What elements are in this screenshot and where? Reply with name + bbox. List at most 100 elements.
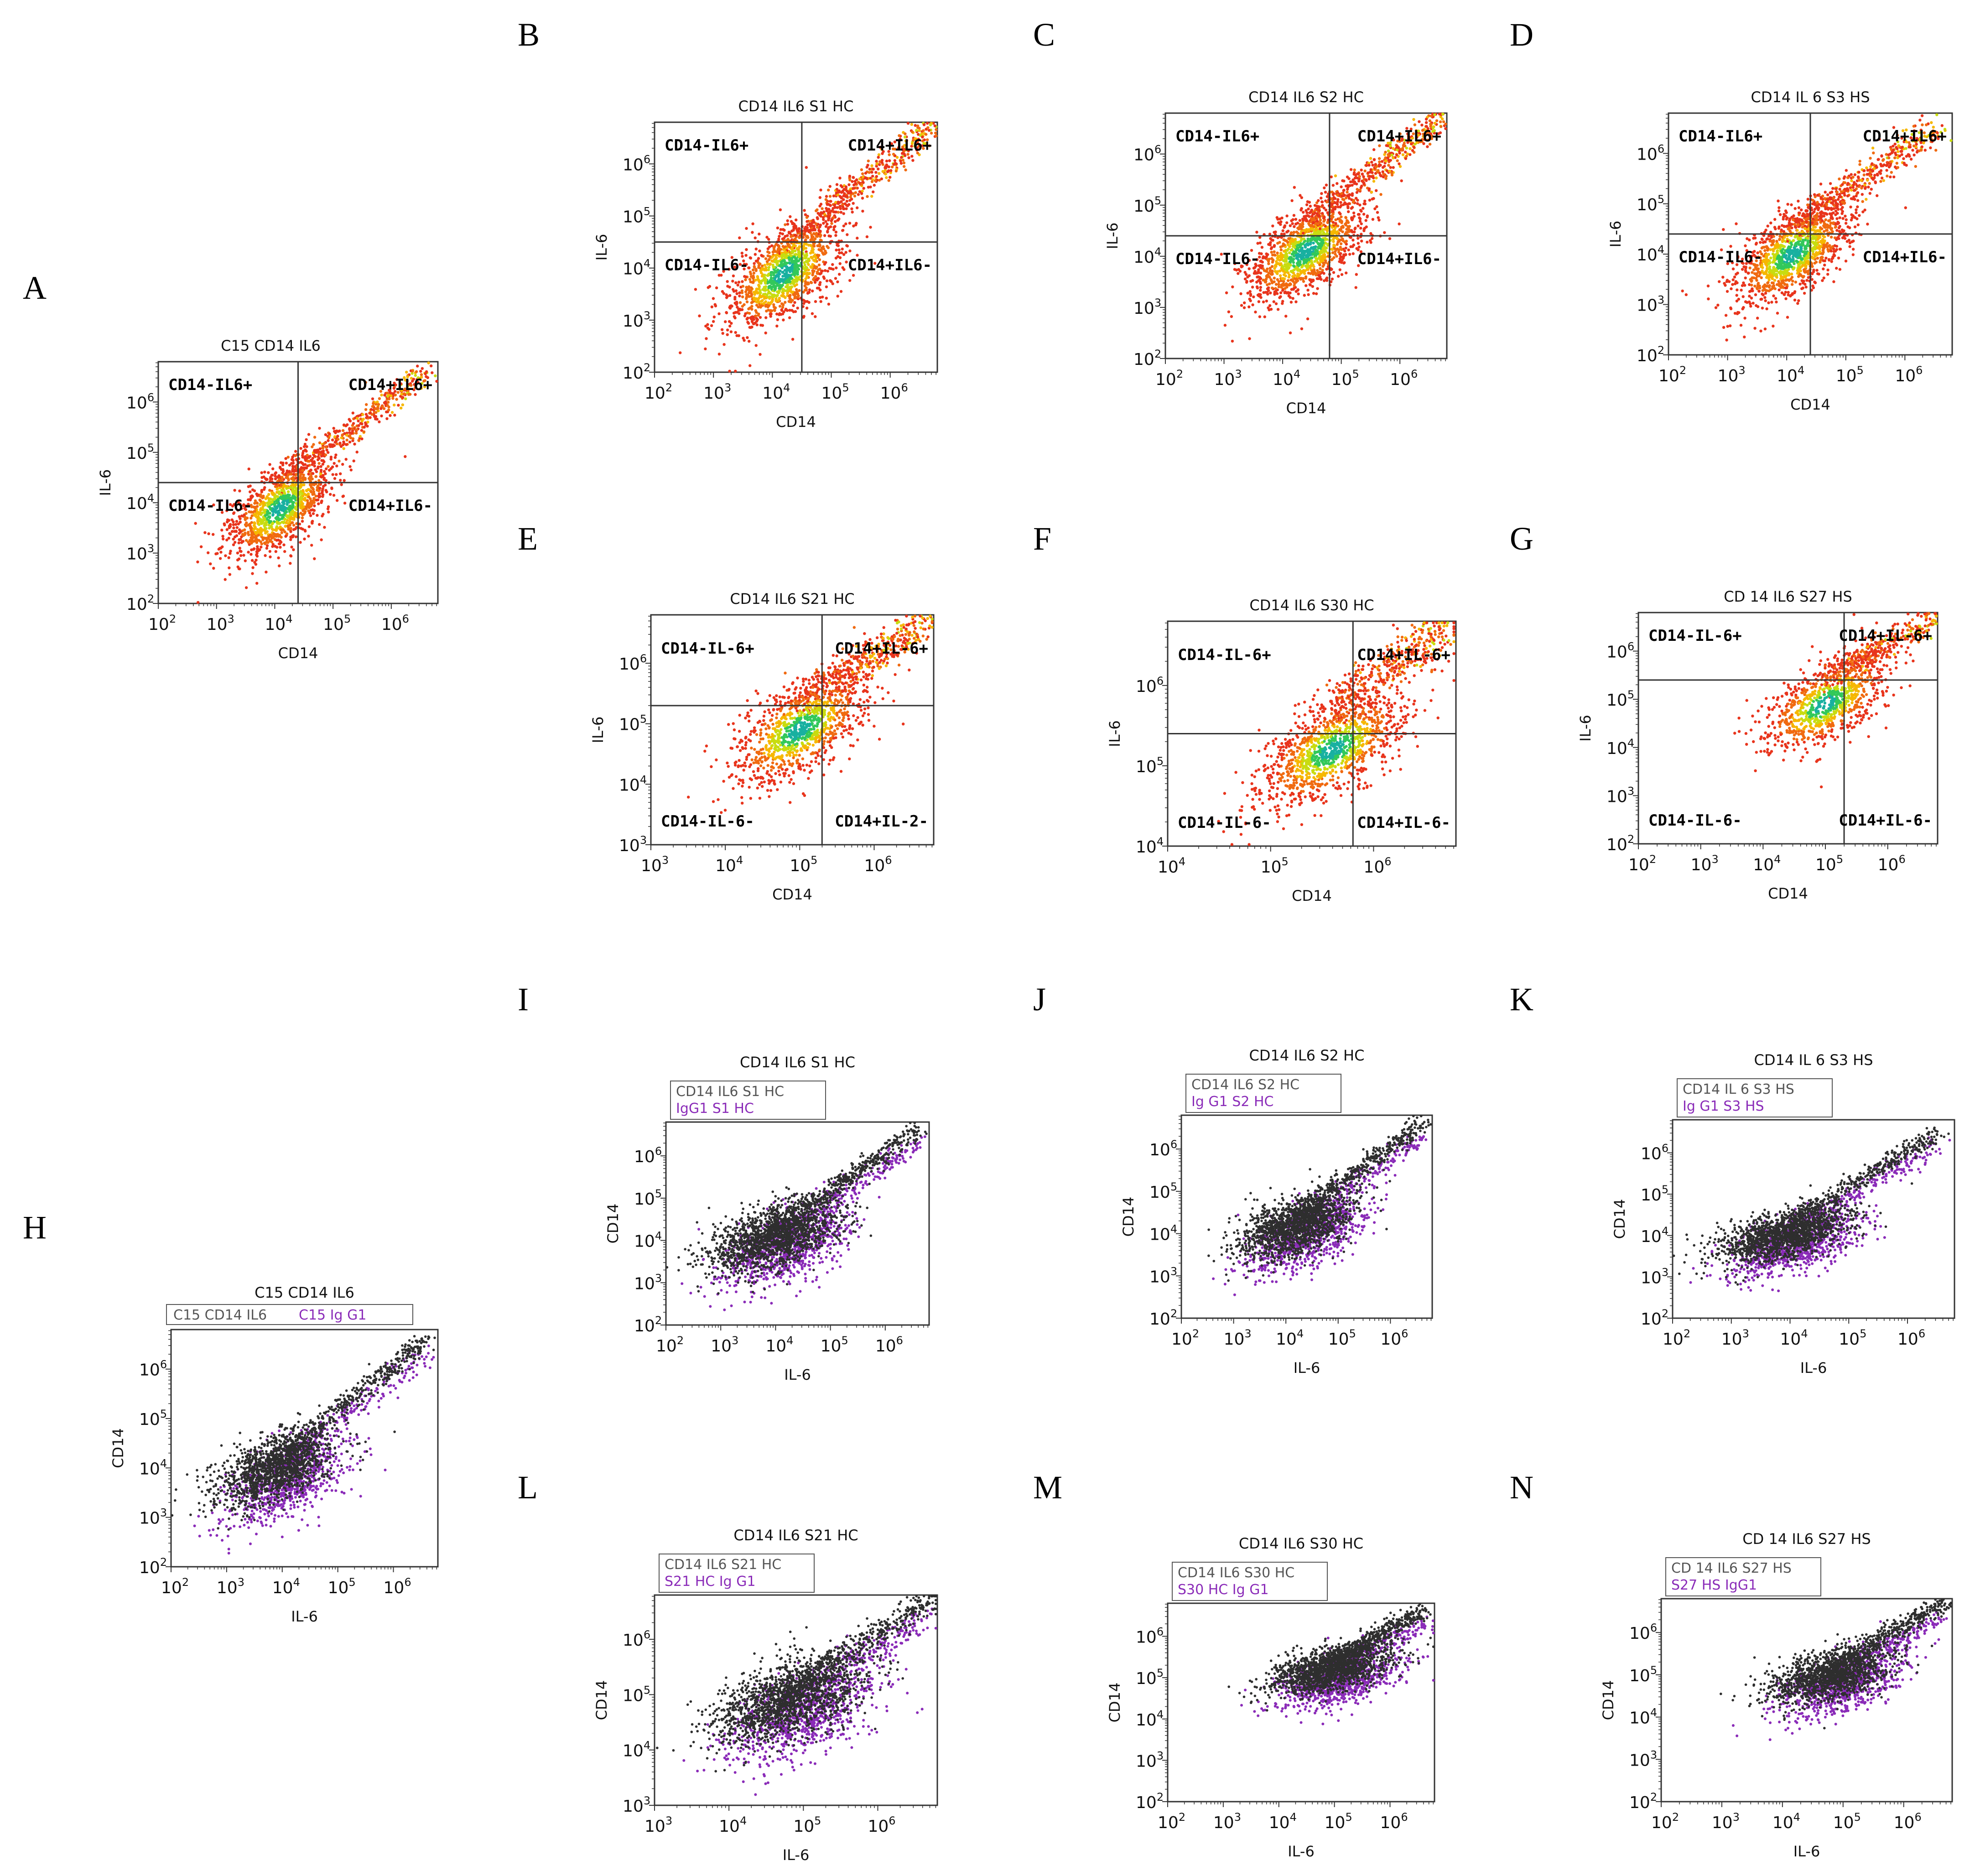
data-point [738, 291, 741, 295]
data-point [1285, 221, 1289, 224]
data-point [746, 336, 749, 339]
data-point [861, 209, 864, 213]
data-point [355, 428, 359, 431]
data-point [741, 280, 744, 283]
data-point [710, 324, 713, 327]
data-point [785, 267, 789, 271]
data-point [1392, 156, 1395, 160]
data-point [279, 513, 282, 517]
data-point [310, 544, 313, 547]
data-point [227, 536, 230, 540]
data-point [1304, 217, 1307, 220]
data-point [390, 411, 394, 414]
data-point [260, 511, 264, 514]
data-point [763, 264, 766, 267]
data-point [796, 296, 800, 299]
data-point [773, 245, 776, 248]
data-point [929, 123, 932, 126]
data-point [254, 530, 257, 534]
data-point [822, 277, 826, 280]
data-point [234, 530, 238, 533]
data-point [810, 237, 814, 240]
data-point [357, 424, 360, 427]
data-point [331, 473, 334, 476]
data-point [305, 438, 308, 442]
data-point [1243, 277, 1247, 281]
data-point [259, 495, 262, 498]
data-point [1341, 226, 1345, 229]
data-point [825, 296, 828, 300]
data-point [1316, 269, 1319, 272]
data-point [792, 260, 795, 263]
data-point [811, 229, 814, 232]
data-point [305, 450, 308, 453]
data-point [810, 244, 813, 247]
data-point [872, 167, 875, 171]
data-point [846, 233, 849, 236]
data-point [268, 550, 271, 553]
data-point [749, 272, 753, 275]
data-point [1279, 248, 1283, 251]
data-point [902, 161, 906, 165]
data-point [834, 234, 837, 237]
data-point [387, 408, 390, 411]
data-point [312, 483, 316, 487]
data-point [1320, 197, 1323, 200]
data-point [1352, 214, 1356, 218]
data-point [803, 263, 806, 267]
data-point [311, 472, 315, 475]
data-point [1306, 288, 1310, 292]
data-point [1388, 159, 1391, 162]
data-point [752, 276, 755, 279]
data-point [841, 266, 844, 269]
data-point [1395, 153, 1398, 156]
data-point [838, 204, 842, 208]
data-point [279, 506, 282, 509]
data-point [1289, 296, 1292, 299]
data-point [1341, 194, 1344, 198]
data-point [1336, 182, 1339, 185]
data-point [764, 305, 767, 308]
data-point [1285, 286, 1289, 289]
data-point [256, 493, 260, 497]
data-point [1307, 293, 1310, 296]
data-point [902, 165, 906, 168]
data-point [304, 455, 307, 458]
data-point [925, 133, 928, 136]
data-point [1383, 153, 1386, 156]
data-point [926, 122, 929, 125]
data-point [312, 512, 315, 515]
data-point [1373, 207, 1377, 210]
data-point [1278, 217, 1282, 221]
data-point [209, 562, 212, 566]
data-point [308, 511, 312, 514]
data-point [787, 243, 790, 246]
data-point [378, 420, 381, 423]
data-point [1377, 157, 1381, 160]
data-point [775, 312, 779, 316]
data-point [751, 268, 755, 272]
data-point [729, 304, 733, 307]
data-point [310, 503, 313, 506]
data-point [795, 270, 799, 273]
data-point [758, 262, 761, 265]
data-point [1278, 255, 1281, 258]
data-point [1265, 252, 1268, 255]
data-point [777, 244, 781, 248]
data-point [759, 316, 762, 319]
data-point [852, 202, 855, 205]
data-point [1339, 255, 1342, 258]
data-point [270, 473, 273, 477]
data-point [270, 534, 273, 538]
data-point [823, 234, 826, 237]
data-point [1257, 270, 1260, 273]
data-point [825, 285, 828, 289]
data-point [415, 370, 418, 373]
data-point [327, 510, 330, 514]
data-point [1358, 220, 1362, 223]
data-point [1351, 230, 1354, 234]
data-point [765, 309, 768, 313]
quadrant-label: CD14-IL6- [168, 497, 252, 515]
data-point [744, 278, 747, 281]
data-point [1334, 222, 1337, 225]
